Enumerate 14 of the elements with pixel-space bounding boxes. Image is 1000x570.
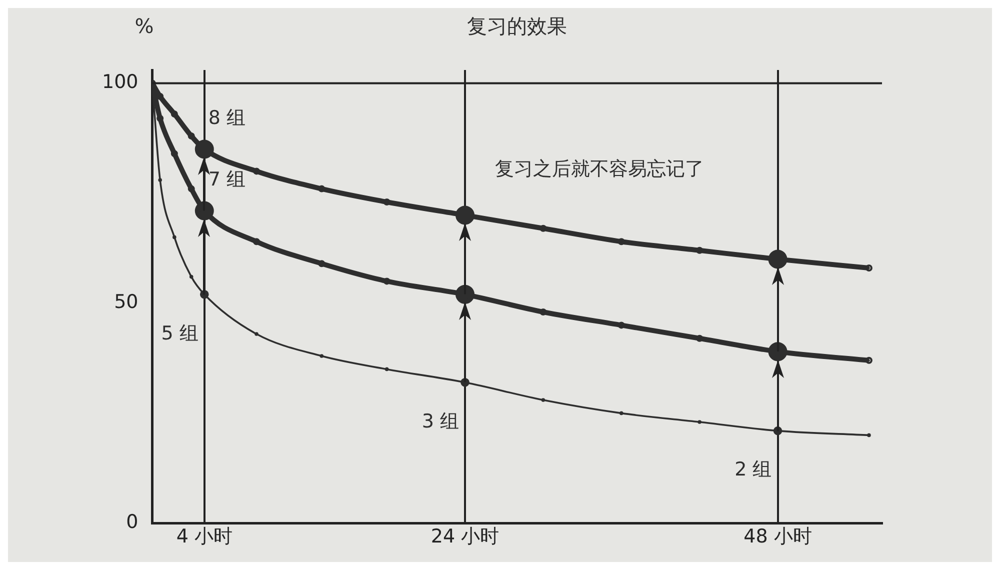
x-tick-label: 24 小时 bbox=[430, 526, 500, 548]
x-tick-label: 4 小时 bbox=[176, 526, 232, 548]
annotation: 复习之后就不容易忘记了 bbox=[495, 158, 704, 180]
annotation: 2 组 bbox=[734, 458, 772, 481]
annotation: 7 组 bbox=[208, 168, 246, 191]
annotation: 5 组 bbox=[161, 322, 198, 344]
x-tick-label: 48 小时 bbox=[744, 526, 812, 548]
y-tick-label: 100 bbox=[102, 71, 138, 94]
y-tick-label: 0 bbox=[126, 511, 138, 534]
annotation: 8 组 bbox=[208, 107, 246, 130]
chart-title: 复习的效果 bbox=[467, 14, 568, 38]
y-axis-title: % bbox=[134, 14, 154, 38]
y-tick-label: 50 bbox=[114, 291, 138, 314]
annotation: 3 组 bbox=[422, 410, 460, 432]
